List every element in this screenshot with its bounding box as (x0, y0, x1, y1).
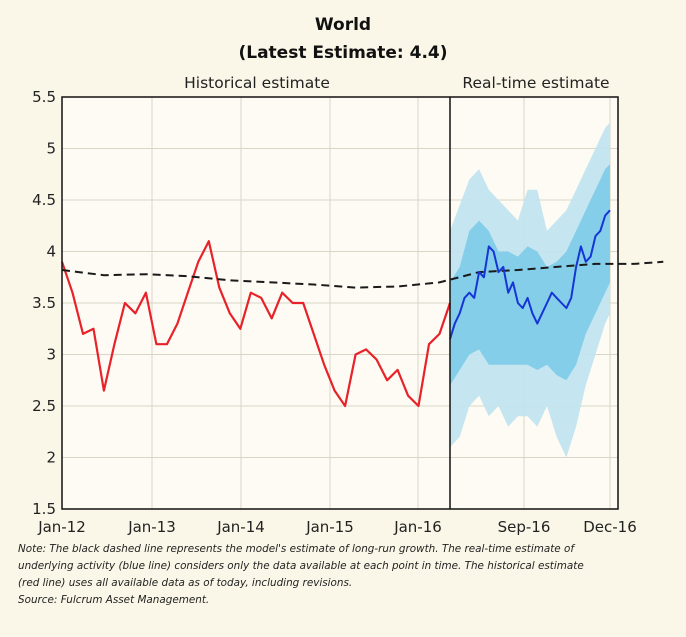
y-tick-label: 3.5 (32, 294, 56, 312)
plot-frame (61, 96, 619, 510)
y-tick-label: 2 (46, 449, 56, 467)
chart-subtitle: (Latest Estimate: 4.4) (238, 43, 447, 63)
realtime-estimate-line (449, 209, 611, 340)
x-tick-label: Jan-15 (305, 518, 354, 536)
historical-section-label: Historical estimate (184, 74, 330, 92)
longrun-growth-line (61, 260, 664, 289)
x-tick-label: Dec-16 (583, 518, 637, 536)
chart-note: Note: The black dashed line represents t… (18, 541, 678, 609)
y-tick-label: 3 (46, 346, 56, 364)
note-line-3: (red line) uses all available data as of… (18, 577, 353, 589)
y-tick-label: 4.5 (32, 191, 56, 209)
note-line-1: Note: The black dashed line represents t… (18, 543, 574, 555)
y-tick-label: 1.5 (32, 500, 56, 518)
y-tick-label: 2.5 (32, 397, 56, 415)
chart-title: World (315, 15, 371, 35)
x-tick-label: Jan-14 (216, 518, 265, 536)
y-tick-label: 5.5 (32, 88, 56, 106)
y-tick-label: 4 (46, 243, 56, 261)
x-tick-label: Sep-16 (498, 518, 551, 536)
plot-area: 1.5 2 2.5 3 3.5 4 4.5 5 5.5 Jan-12 Jan-13 Jan-14 Jan… (32, 88, 664, 536)
x-tick-label: Jan-13 (127, 518, 176, 536)
realtime-inner-band (450, 163, 610, 386)
x-tick-label: Jan-12 (37, 518, 86, 536)
x-tick-label: Jan-16 (393, 518, 442, 536)
y-tick-label: 5 (46, 140, 56, 158)
realtime-section-label: Real-time estimate (462, 74, 609, 92)
note-line-2: underlying activity (blue line) consider… (18, 560, 584, 572)
historical-estimate-line (60, 240, 452, 408)
note-source: Source: Fulcrum Asset Management. (18, 594, 210, 606)
